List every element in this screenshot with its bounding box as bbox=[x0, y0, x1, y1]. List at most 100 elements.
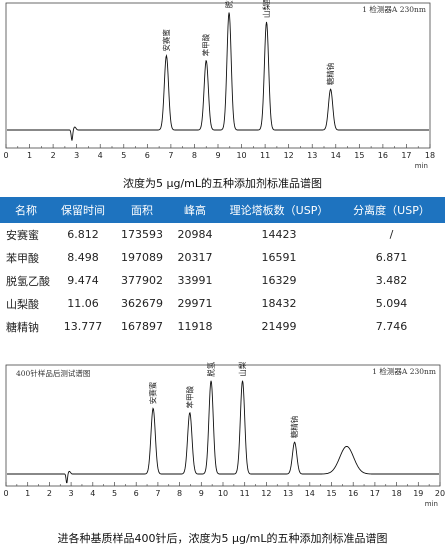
plot-frame bbox=[5, 364, 441, 487]
x-tick-label: 9 bbox=[215, 151, 220, 160]
cell-peak-height: 11918 bbox=[177, 320, 213, 333]
cell-plates: 16591 bbox=[261, 251, 297, 264]
header-plates: 理论塔板数（USP） bbox=[220, 197, 338, 223]
x-tick-label: 8 bbox=[177, 489, 182, 498]
plot-frame bbox=[5, 2, 431, 149]
header-name: 名称 bbox=[0, 197, 52, 223]
x-tick-label: 17 bbox=[370, 489, 380, 498]
x-tick-label: 5 bbox=[112, 489, 117, 498]
x-tick-label: 13 bbox=[283, 489, 293, 498]
peak-label: 脱氢乙酸 bbox=[206, 362, 216, 377]
table-row: 脱氢乙酸 9.474 377902 33991 16329 3.482 bbox=[0, 269, 445, 292]
header-resolution: 分离度（USP） bbox=[338, 197, 445, 223]
x-tick-label: 14 bbox=[305, 489, 315, 498]
table-row: 山梨酸 11.06 362679 29971 18432 5.094 bbox=[0, 292, 445, 315]
x-tick-label: 13 bbox=[307, 151, 317, 160]
cell-area: 377902 bbox=[121, 274, 163, 287]
x-tick-label: 11 bbox=[260, 151, 270, 160]
chromatogram-trace bbox=[7, 12, 429, 141]
x-tick-label: 9 bbox=[199, 489, 204, 498]
peak-label: 山梨酸 bbox=[261, 0, 271, 18]
cell-peak-height: 20984 bbox=[177, 228, 213, 241]
x-tick-label: 7 bbox=[155, 489, 160, 498]
x-tick-label: 14 bbox=[331, 151, 341, 160]
top-chromatogram: 1 检测器A 230nm 0 1 2 3 4 5 6 7 8 9 10 11 12 13 14 15 16 17 18… bbox=[0, 0, 445, 172]
x-tick-label: 17 bbox=[401, 151, 411, 160]
cell-retention-time: 13.777 bbox=[63, 320, 103, 333]
table-header-row: 名称 保留时间 面积 峰高 理论塔板数（USP） 分离度（USP） bbox=[0, 197, 445, 223]
cell-plates: 18432 bbox=[261, 297, 297, 310]
cell-peak-height: 20317 bbox=[177, 251, 213, 264]
peak-label: 安赛蜜 bbox=[148, 381, 158, 404]
x-tick-label: 10 bbox=[218, 489, 228, 498]
cell-name: 苯甲酸 bbox=[6, 251, 39, 265]
x-tick-label: 16 bbox=[378, 151, 388, 160]
x-tick-label: 8 bbox=[192, 151, 197, 160]
top-caption: 浓度为5 μg/mL的五种添加剂标准品谱图 bbox=[122, 177, 323, 190]
corner-label: 400针样品后测试谱图 bbox=[16, 368, 90, 378]
cell-resolution: 5.094 bbox=[375, 297, 408, 310]
x-tick-label: 5 bbox=[121, 151, 126, 160]
x-tick-label: 2 bbox=[47, 489, 52, 498]
x-tick-label: 3 bbox=[69, 489, 74, 498]
header-peak-height: 峰高 bbox=[170, 197, 220, 223]
chromatogram-trace bbox=[7, 380, 439, 484]
cell-name: 脱氢乙酸 bbox=[6, 274, 50, 288]
cell-retention-time: 11.06 bbox=[67, 297, 99, 310]
x-tick-label: 12 bbox=[284, 151, 294, 160]
peak-label: 山梨酸 bbox=[237, 362, 247, 377]
x-tick-label: 15 bbox=[326, 489, 336, 498]
x-tick-label: 18 bbox=[425, 151, 435, 160]
peak-label: 糖精钠 bbox=[325, 63, 335, 86]
cell-area: 167897 bbox=[121, 320, 163, 333]
cell-name: 糖精钠 bbox=[6, 320, 39, 334]
x-tick-label: 15 bbox=[354, 151, 364, 160]
table-row: 糖精钠 13.777 167897 11918 21499 7.746 bbox=[0, 315, 445, 338]
x-tick-label: 10 bbox=[236, 151, 246, 160]
cell-plates: 14423 bbox=[261, 228, 297, 241]
cell-resolution: 3.482 bbox=[375, 274, 408, 287]
x-tick-label: 3 bbox=[74, 151, 79, 160]
x-tick-label: 0 bbox=[3, 489, 8, 498]
x-tick-label: 4 bbox=[90, 489, 95, 498]
x-tick-label: 1 bbox=[25, 489, 30, 498]
cell-plates: 16329 bbox=[261, 274, 297, 287]
x-tick-label: 2 bbox=[51, 151, 56, 160]
x-tick-label: 7 bbox=[168, 151, 173, 160]
cell-peak-height: 29971 bbox=[177, 297, 213, 310]
x-tick-label: 11 bbox=[240, 489, 250, 498]
peak-label: 安赛蜜 bbox=[161, 29, 171, 52]
x-tick-label: 6 bbox=[145, 151, 150, 160]
cell-retention-time: 6.812 bbox=[67, 228, 99, 241]
header-retention-time: 保留时间 bbox=[52, 197, 114, 223]
x-tick-label: 4 bbox=[98, 151, 103, 160]
x-tick-label: 16 bbox=[348, 489, 358, 498]
table-row: 苯甲酸 8.498 197089 20317 16591 6.871 bbox=[0, 246, 445, 269]
cell-retention-time: 9.474 bbox=[67, 274, 99, 287]
cell-area: 173593 bbox=[121, 228, 163, 241]
peak-label: 脱氢乙酸 bbox=[224, 0, 234, 8]
cell-area: 362679 bbox=[121, 297, 163, 310]
cell-resolution: 6.871 bbox=[375, 251, 408, 264]
cell-peak-height: 33991 bbox=[177, 274, 213, 287]
cell-retention-time: 8.498 bbox=[67, 251, 99, 264]
x-axis-unit: min bbox=[425, 500, 438, 508]
peak-label: 糖精钠 bbox=[289, 416, 299, 439]
x-tick-label: 1 bbox=[27, 151, 32, 160]
x-tick-label: 18 bbox=[392, 489, 402, 498]
cell-resolution: / bbox=[389, 228, 394, 241]
table-row: 安赛蜜 6.812 173593 20984 14423 / bbox=[0, 223, 445, 246]
x-tick-label: 0 bbox=[3, 151, 8, 160]
header-area: 面积 bbox=[114, 197, 170, 223]
x-tick-label: 19 bbox=[413, 489, 423, 498]
peak-label: 苯甲酸 bbox=[184, 386, 194, 409]
cell-resolution: 7.746 bbox=[375, 320, 408, 333]
cell-name: 山梨酸 bbox=[6, 297, 39, 311]
bottom-caption: 进各种基质样品400针后，浓度为5 μg/mL的五种添加剂标准品谱图 bbox=[57, 532, 388, 545]
bottom-chromatogram: 1 检测器A 230nm 400针样品后测试谱图 0 1 2 3 4 5 6 7 8 9 10 11 12 1… bbox=[0, 362, 445, 514]
detector-label: 1 检测器A 230nm bbox=[372, 366, 436, 376]
x-tick-label: 12 bbox=[261, 489, 271, 498]
x-tick-label: 6 bbox=[134, 489, 139, 498]
